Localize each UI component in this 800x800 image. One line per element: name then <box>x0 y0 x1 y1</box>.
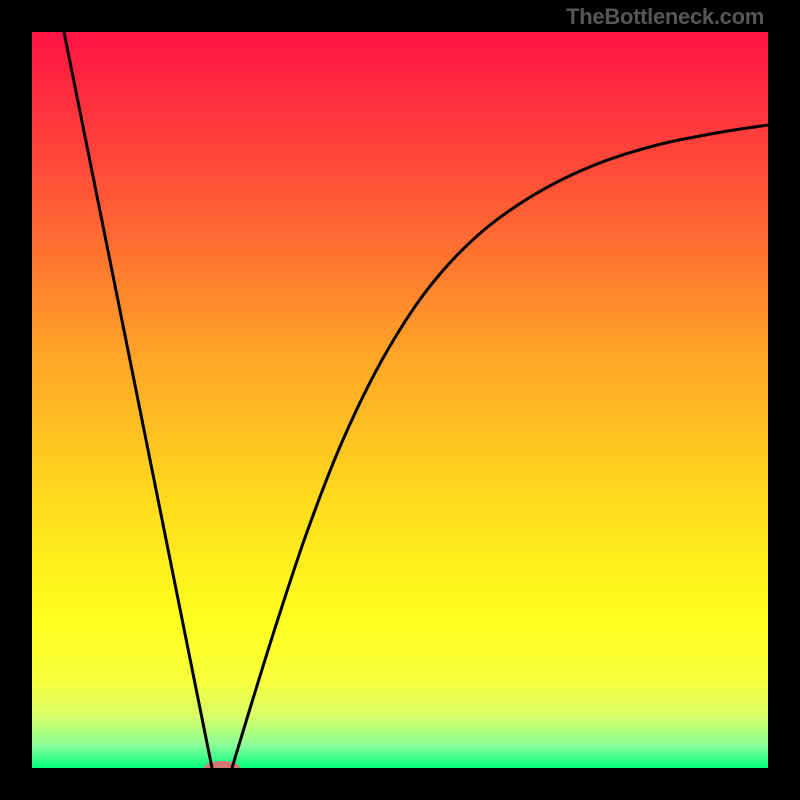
chart-container: TheBottleneck.com <box>0 0 800 800</box>
chart-frame <box>0 0 800 800</box>
watermark-text: TheBottleneck.com <box>566 4 764 30</box>
